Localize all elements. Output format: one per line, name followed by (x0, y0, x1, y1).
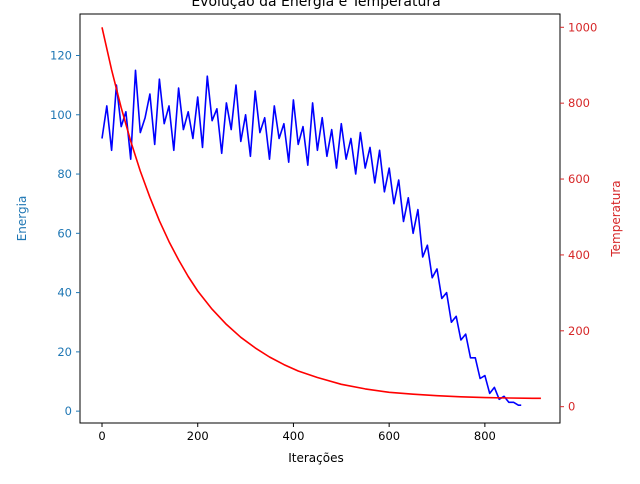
x-tick-label: 800 (474, 429, 496, 443)
left-y-tick-label: 20 (57, 345, 72, 359)
right-y-tick-label: 400 (568, 248, 590, 262)
right-y-tick-label: 0 (568, 400, 575, 414)
chart-title: Evolução da Energia e Temperatura (191, 0, 440, 10)
left-y-tick-label: 80 (57, 167, 72, 181)
x-tick-label: 200 (187, 429, 209, 443)
x-axis-label: Iterações (288, 451, 344, 465)
left-y-tick-label: 100 (50, 108, 72, 122)
right-y-tick-label: 600 (568, 172, 590, 186)
right-y-tick-label: 200 (568, 324, 590, 338)
right-y-tick-label: 800 (568, 96, 590, 110)
energy-series-line (101, 69, 522, 407)
plot-frame (79, 13, 561, 424)
left-y-tick-label: 60 (57, 226, 72, 240)
left-axis-label: Energia (15, 196, 29, 242)
left-y-tick-label: 40 (57, 286, 72, 300)
right-y-tick-label: 1000 (568, 20, 597, 34)
x-tick-label: 600 (378, 429, 400, 443)
left-y-tick-label: 120 (50, 48, 72, 62)
temperature-series-line (101, 27, 541, 400)
left-y-tick-label: 0 (65, 404, 72, 418)
x-tick-label: 400 (282, 429, 304, 443)
right-axis-label: Temperatura (609, 180, 623, 257)
x-tick-label: 0 (98, 429, 105, 443)
